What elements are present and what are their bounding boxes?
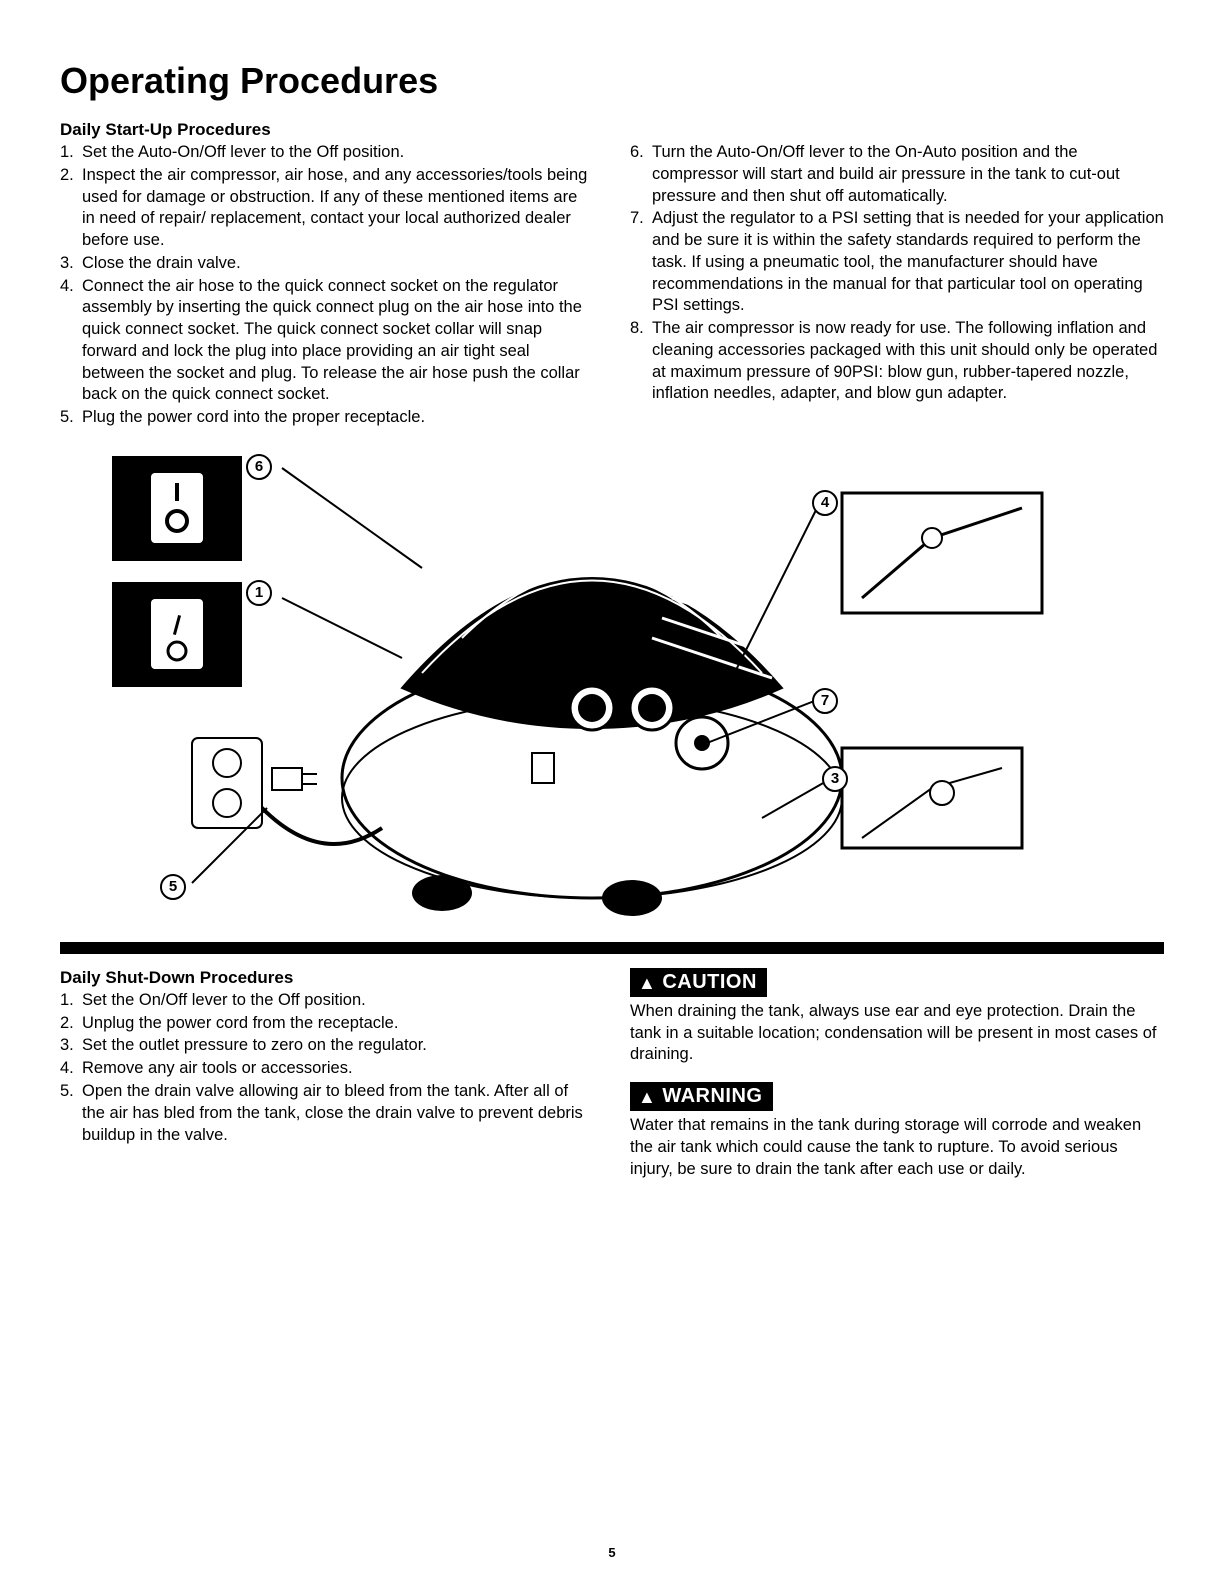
list-item: 2.Unplug the power cord from the recepta… bbox=[60, 1013, 594, 1035]
list-item: 3.Set the outlet pressure to zero on the… bbox=[60, 1035, 594, 1057]
callout-6: 6 bbox=[246, 454, 272, 480]
startup-heading: Daily Start-Up Procedures bbox=[60, 120, 1164, 140]
warning-triangle-icon: ▲ bbox=[638, 973, 656, 994]
caution-label: ▲CAUTION bbox=[630, 968, 767, 997]
list-item: 5.Plug the power cord into the proper re… bbox=[60, 407, 594, 429]
callout-5: 5 bbox=[160, 874, 186, 900]
shutdown-columns: Daily Shut-Down Procedures 1.Set the On/… bbox=[60, 968, 1164, 1197]
list-item: 7.Adjust the regulator to a PSI setting … bbox=[630, 208, 1164, 317]
page-title: Operating Procedures bbox=[60, 60, 1164, 102]
switch-inset-off bbox=[112, 456, 242, 561]
list-item: 6.Turn the Auto-On/Off lever to the On-A… bbox=[630, 142, 1164, 207]
list-item: 8.The air compressor is now ready for us… bbox=[630, 318, 1164, 405]
startup-col-left: 1.Set the Auto-On/Off lever to the Off p… bbox=[60, 142, 594, 430]
diagram-container: 6 1 4 7 3 5 bbox=[60, 448, 1164, 954]
list-item: 2.Inspect the air compressor, air hose, … bbox=[60, 165, 594, 252]
list-item: 4.Remove any air tools or accessories. bbox=[60, 1058, 594, 1080]
list-item: 5.Open the drain valve allowing air to b… bbox=[60, 1081, 594, 1146]
list-item: 1.Set the On/Off lever to the Off positi… bbox=[60, 990, 594, 1012]
startup-list-left: 1.Set the Auto-On/Off lever to the Off p… bbox=[60, 142, 594, 429]
list-item: 1.Set the Auto-On/Off lever to the Off p… bbox=[60, 142, 594, 164]
startup-columns: 1.Set the Auto-On/Off lever to the Off p… bbox=[60, 142, 1164, 430]
compressor-diagram: 6 1 4 7 3 5 bbox=[60, 448, 1164, 938]
callout-4: 4 bbox=[812, 490, 838, 516]
warning-triangle-icon: ▲ bbox=[638, 1087, 656, 1108]
callout-7: 7 bbox=[812, 688, 838, 714]
callout-3: 3 bbox=[822, 766, 848, 792]
switch-inset-on bbox=[112, 582, 242, 687]
startup-list-right: 6.Turn the Auto-On/Off lever to the On-A… bbox=[630, 142, 1164, 405]
callout-1: 1 bbox=[246, 580, 272, 606]
shutdown-heading: Daily Shut-Down Procedures bbox=[60, 968, 594, 988]
warning-label: ▲WARNING bbox=[630, 1082, 773, 1111]
warning-text: Water that remains in the tank during st… bbox=[630, 1115, 1164, 1180]
startup-col-right: 6.Turn the Auto-On/Off lever to the On-A… bbox=[630, 142, 1164, 430]
shutdown-col-left: Daily Shut-Down Procedures 1.Set the On/… bbox=[60, 968, 594, 1197]
shutdown-list: 1.Set the On/Off lever to the Off positi… bbox=[60, 990, 594, 1146]
page-number: 5 bbox=[608, 1545, 615, 1560]
alerts-col: ▲CAUTION When draining the tank, always … bbox=[630, 968, 1164, 1197]
caution-text: When draining the tank, always use ear a… bbox=[630, 1001, 1164, 1066]
list-item: 3.Close the drain valve. bbox=[60, 253, 594, 275]
list-item: 4.Connect the air hose to the quick conn… bbox=[60, 276, 594, 407]
